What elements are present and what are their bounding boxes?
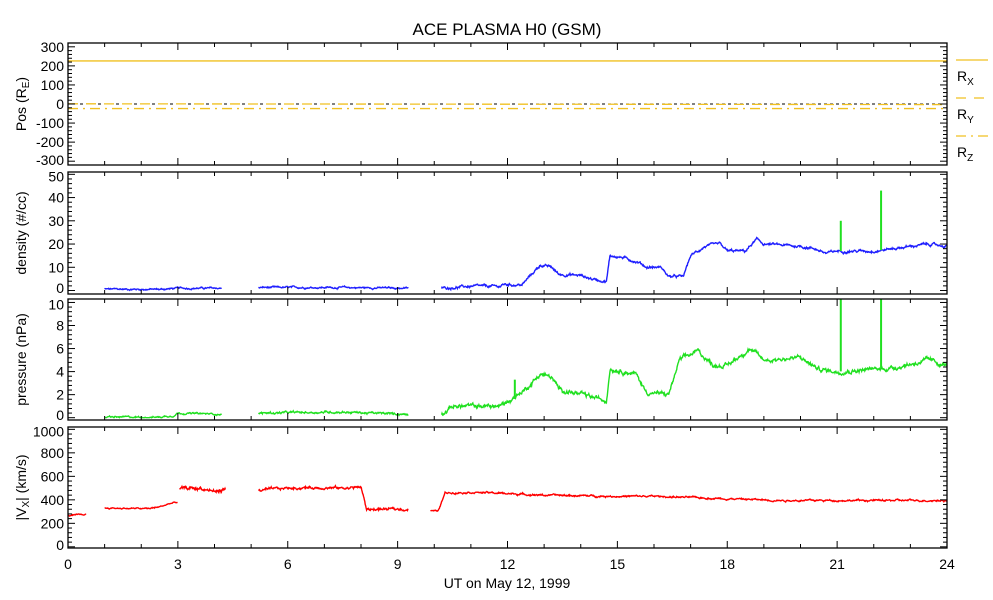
y-tick-label: -300 [36,152,64,168]
legend-label-rx: RX [957,68,974,88]
panel-density: 0 10 20 30 40 50 density (#/cc) [13,169,948,296]
panel-frame [67,171,948,295]
y-tick-label: 30 [48,213,64,229]
y-tick-label: 100 [41,77,65,93]
x-tick-label: 18 [719,556,735,572]
x-tick-label: 9 [394,556,402,572]
x-tick-label: 6 [284,556,292,572]
panel-pressure: 0 2 4 6 8 10 pressure (nPa) [13,297,948,423]
y-tick-label: 10 [48,259,64,275]
density-segment-0 [104,286,222,292]
x-tick-label: 3 [174,556,182,572]
x-tick-label: 0 [64,556,72,572]
y-tick-label: 0 [56,96,64,112]
pressure-segment-1 [258,409,409,417]
density-segment-1 [258,284,409,291]
y-tick-label: 4 [56,364,64,380]
x-tick-label: 12 [500,556,516,572]
y-tick-label: 0 [56,537,64,553]
vx-segment-2 [179,484,227,495]
y-tick-label: 20 [48,236,64,252]
y-tick-label: 200 [41,58,65,74]
y-tick-label: 40 [48,190,64,206]
vx-segment-0 [67,513,87,517]
vx-segment-4 [430,490,947,513]
y-tick-label: 400 [41,492,65,508]
x-tick-label: 24 [939,556,955,572]
pressure-segment-2 [440,346,948,417]
pressure-segment-0 [104,411,223,419]
y-tick-label: 6 [56,341,64,357]
x-axis-label: UT on May 12, 1999 [444,575,571,591]
y-tick-label: 50 [48,169,64,185]
chart-title: ACE PLASMA H0 (GSM) [413,20,602,39]
y-tick-label: 800 [41,445,65,461]
legend-label-ry: RY [957,106,974,126]
y-tick-label: 10 [48,297,64,313]
x-tick-label: 15 [610,556,626,572]
y-tick-label: 0 [56,280,64,296]
y-axis-label-density: density (#/cc) [13,191,29,274]
y-tick-label: -100 [36,115,64,131]
y-tick-label: 300 [41,39,65,55]
y-tick-label: 200 [41,515,65,531]
vx-segment-1 [104,501,178,510]
y-tick-label: 1000 [33,424,64,440]
y-tick-label: 8 [56,318,64,334]
panel-pos: 300 200 100 0 -100 -200 -300 Pos (RE) RX RY RZ [13,39,988,168]
y-axis-label-pos: Pos (RE) [13,77,32,131]
y-axis-label-vx: |VX| (km/s) [13,454,32,520]
y-tick-label: 600 [41,468,65,484]
y-axis-label-pressure: pressure (nPa) [13,313,29,406]
y-tick-label: 0 [56,407,64,423]
legend-label-rz: RZ [957,144,973,164]
y-tick-label: 2 [56,387,64,403]
series-Ry [67,103,948,106]
density-segment-2 [440,236,948,292]
panel-vx: 0 200 400 600 800 1000|VX| (km/s) [13,424,948,553]
x-tick-label: 21 [829,556,845,572]
y-tick-label: -200 [36,134,64,150]
vx-segment-3 [258,484,409,513]
